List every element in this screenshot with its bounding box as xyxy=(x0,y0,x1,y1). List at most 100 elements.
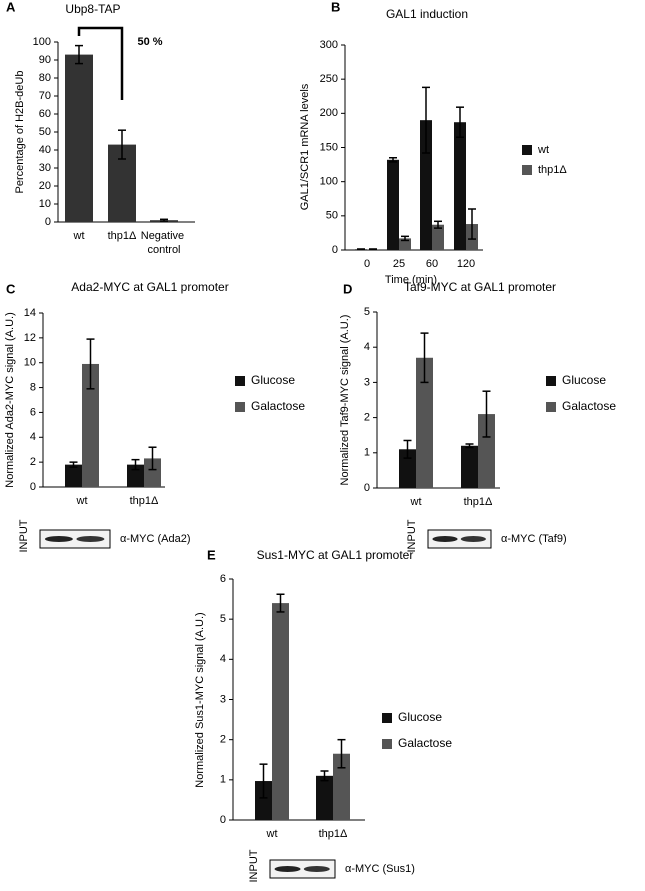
chart-title: GAL1 induction xyxy=(386,7,468,21)
x-tick-label: 0 xyxy=(364,258,370,270)
y-tick-label: 100 xyxy=(33,36,51,48)
x-tick-label: thp1Δ xyxy=(130,495,159,507)
x-tick-label: 60 xyxy=(426,258,438,270)
label-line: control xyxy=(147,244,180,256)
x-tick-label: wt xyxy=(266,828,278,840)
y-tick-label: 80 xyxy=(39,72,51,84)
chart-title: Ada2-MYC at GAL1 promoter xyxy=(71,280,228,294)
error-bar xyxy=(422,86,430,154)
error-bar xyxy=(337,738,346,769)
y-tick-label: 1 xyxy=(220,774,226,786)
chart-title: Taf9-MYC at GAL1 promoter xyxy=(404,280,556,294)
error-bar xyxy=(118,129,126,160)
blot-label: α-MYC (Taf9) xyxy=(501,533,567,545)
y-axis-label: Percentage of H2B-deUb xyxy=(14,71,26,194)
y-tick-label: 100 xyxy=(320,176,338,188)
label-line: Negative xyxy=(141,230,187,242)
legend-swatch xyxy=(546,376,556,386)
blot-frame xyxy=(269,859,336,879)
error-bar xyxy=(468,208,476,240)
y-tick-label: 2 xyxy=(364,412,370,424)
x-tick-label: wt xyxy=(410,496,422,508)
y-tick-label: 3 xyxy=(364,376,370,388)
x-tick-label: Negative control xyxy=(141,230,187,256)
error-bar xyxy=(401,235,409,242)
bar xyxy=(478,414,495,488)
error-bar xyxy=(389,157,397,163)
y-tick-label: 60 xyxy=(39,108,51,120)
y-tick-label: 14 xyxy=(24,307,36,319)
blot-band xyxy=(303,866,330,872)
legend-label: Glucose xyxy=(562,373,606,387)
chart-title: Sus1-MYC at GAL1 promoter xyxy=(257,548,414,562)
y-tick-label: 90 xyxy=(39,54,51,66)
bar xyxy=(333,753,350,820)
y-tick-label: 10 xyxy=(39,198,51,210)
y-tick-label: 0 xyxy=(332,244,338,256)
error-bar xyxy=(369,248,377,251)
error-bar xyxy=(86,338,95,390)
bar xyxy=(127,464,144,487)
blot-band xyxy=(76,536,105,542)
blot-label: α-MYC (Sus1) xyxy=(345,863,415,875)
error-bar xyxy=(160,218,168,222)
legend-swatch xyxy=(546,402,556,412)
error-bar xyxy=(69,461,78,468)
legend-label: Glucose xyxy=(251,373,295,387)
bar xyxy=(82,363,99,487)
y-tick-label: 300 xyxy=(320,39,338,51)
blot-band xyxy=(460,536,486,542)
y-tick-label: 0 xyxy=(30,481,36,493)
y-tick-label: 4 xyxy=(30,431,36,443)
legend-swatch xyxy=(235,376,245,386)
legend-label: thp1Δ xyxy=(538,164,567,176)
y-tick-label: 40 xyxy=(39,144,51,156)
error-bar xyxy=(131,458,140,471)
x-axis-label: Time (min) xyxy=(385,274,437,286)
y-axis-label: Normalized Taf9-MYC signal (A.U.) xyxy=(339,315,351,486)
bar xyxy=(144,458,161,487)
y-tick-label: 150 xyxy=(320,141,338,153)
bar xyxy=(272,603,289,820)
x-tick-label: wt xyxy=(73,230,85,242)
y-tick-label: 0 xyxy=(45,216,51,228)
bar xyxy=(65,464,82,487)
panel-letter: C xyxy=(6,281,16,296)
y-tick-label: 250 xyxy=(320,73,338,85)
y-tick-label: 6 xyxy=(220,573,226,585)
x-tick-label: 120 xyxy=(457,258,475,270)
y-tick-label: 5 xyxy=(220,613,226,625)
x-tick-label: wt xyxy=(76,495,88,507)
panel-letter: A xyxy=(6,0,16,14)
y-tick-label: 70 xyxy=(39,90,51,102)
y-tick-label: 5 xyxy=(364,306,370,318)
error-bar xyxy=(482,390,491,438)
blot-label: α-MYC (Ada2) xyxy=(120,533,191,545)
y-tick-label: 50 xyxy=(326,210,338,222)
blot-band xyxy=(44,536,73,542)
y-tick-label: 6 xyxy=(30,406,36,418)
error-bar xyxy=(420,332,429,384)
annotation: 50 % xyxy=(137,36,162,48)
y-tick-label: 200 xyxy=(320,107,338,119)
bar xyxy=(416,357,433,488)
error-bar xyxy=(357,248,365,251)
legend-label: Glucose xyxy=(398,710,442,724)
y-tick-label: 0 xyxy=(364,482,370,494)
error-bar xyxy=(148,446,157,471)
legend-label: wt xyxy=(537,144,549,156)
input-label: INPUT xyxy=(18,519,30,552)
y-tick-label: 2 xyxy=(30,456,36,468)
error-bar xyxy=(276,593,285,613)
bar xyxy=(399,449,416,488)
legend-swatch xyxy=(522,145,532,155)
bar xyxy=(432,224,444,250)
bar xyxy=(399,238,411,250)
input-label: INPUT xyxy=(406,519,418,552)
panel-letter: D xyxy=(343,281,352,296)
x-tick-label: thp1Δ xyxy=(464,496,493,508)
panel-letter: E xyxy=(207,547,216,562)
y-tick-label: 3 xyxy=(220,693,226,705)
chart-title: Ubp8-TAP xyxy=(65,2,120,16)
